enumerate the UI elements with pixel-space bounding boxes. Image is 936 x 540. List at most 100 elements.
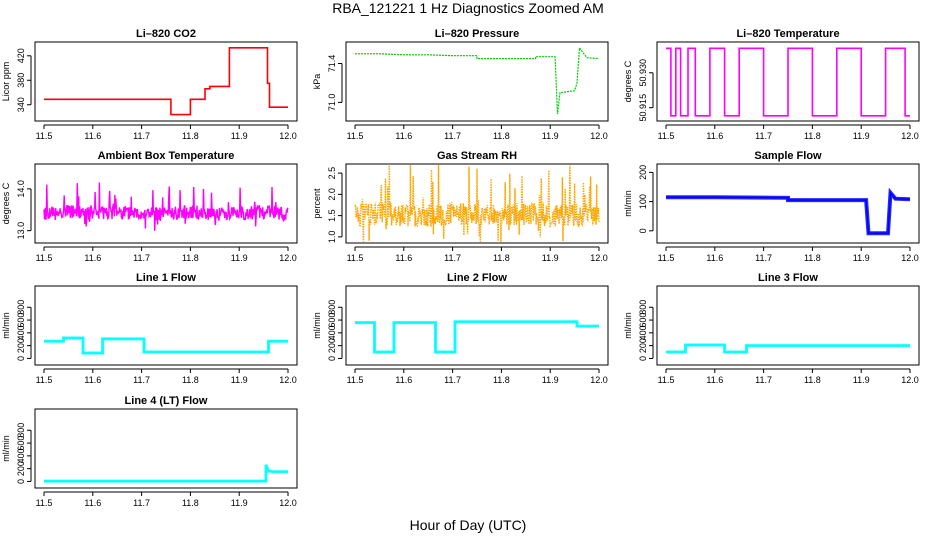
y-tick-label: 400	[638, 325, 648, 340]
x-tick-label: 11.5	[658, 253, 675, 263]
x-tick-label: 11.6	[395, 253, 412, 263]
y-axis-label: degrees C	[623, 60, 633, 102]
y-tick-label: 400	[16, 325, 26, 340]
plot-frame	[656, 163, 920, 244]
x-tick-label: 11.5	[658, 131, 675, 141]
x-tick-label: 12.0	[279, 131, 297, 141]
y-tick-label: 200	[327, 338, 337, 353]
series-line-1	[355, 320, 599, 353]
x-tick-label: 11.8	[182, 253, 199, 263]
y-tick-label: 600	[638, 313, 648, 328]
panel-title: Line 2 Flow	[447, 272, 507, 284]
y-tick-label: 100	[638, 194, 648, 209]
x-tick-label: 12.0	[279, 375, 297, 385]
plot-frame	[34, 41, 298, 122]
series-band-1	[666, 187, 911, 236]
x-tick-label: 11.8	[493, 253, 510, 263]
x-tick-label: 11.6	[706, 131, 723, 141]
plot-frame	[34, 163, 298, 244]
x-tick-label: 11.5	[658, 375, 675, 385]
x-tick-label: 11.9	[542, 253, 559, 263]
panel-title: Line 4 (LT) Flow	[125, 395, 208, 407]
panel-title: Sample Flow	[754, 150, 822, 162]
y-tick-label: 50.930	[638, 59, 648, 87]
x-tick-label: 11.9	[231, 375, 248, 385]
x-tick-label: 11.8	[493, 131, 510, 141]
plot-frame	[345, 163, 609, 244]
y-tick-label: 0	[16, 356, 26, 361]
series-band-1	[666, 343, 910, 354]
y-axis-label: ml/min	[1, 435, 11, 462]
panel-1: Li–820 CO2 Licor ppm 11.5 11.6 11.7 11.8 11.9 1…	[1, 28, 298, 141]
panel-10: Line 4 (LT) Flow ml/min 11.5 11.6 11.7 11.8 11…	[1, 395, 298, 508]
y-tick-label: 600	[16, 313, 26, 328]
panel-title: Line 3 Flow	[758, 272, 818, 284]
y-tick-label: 2.5	[327, 167, 337, 180]
x-tick-label: 12.0	[590, 253, 608, 263]
x-tick-label: 11.9	[542, 375, 559, 385]
x-tick-label: 11.8	[182, 375, 199, 385]
x-tick-label: 11.7	[444, 375, 461, 385]
y-tick-label: 14.0	[16, 180, 26, 198]
x-tick-label: 11.5	[36, 253, 53, 263]
x-tick-label: 11.7	[755, 253, 772, 263]
y-tick-label: 0	[638, 356, 648, 361]
y-tick-label: 200	[16, 461, 26, 476]
panel-title: Ambient Box Temperature	[98, 150, 235, 162]
y-tick-label: 200	[638, 165, 648, 180]
x-tick-label: 11.9	[231, 131, 248, 141]
x-tick-label: 11.5	[347, 253, 364, 263]
y-tick-label: 800	[16, 300, 26, 315]
y-axis-label: ml/min	[623, 190, 633, 217]
x-tick-label: 11.7	[133, 131, 150, 141]
y-axis-label: ml/min	[1, 312, 11, 339]
x-tick-label: 11.6	[395, 375, 412, 385]
panel-title: Line 1 Flow	[136, 272, 196, 284]
x-tick-label: 11.8	[804, 253, 821, 263]
plot-frame	[656, 285, 920, 366]
x-tick-label: 11.8	[804, 375, 821, 385]
x-tick-label: 12.0	[590, 375, 608, 385]
x-tick-label: 12.0	[901, 131, 919, 141]
series-line-1	[666, 47, 910, 117]
series-band-1	[44, 464, 288, 483]
x-tick-label: 11.7	[133, 498, 150, 508]
x-tick-label: 11.9	[542, 131, 559, 141]
y-tick-label: 400	[327, 325, 337, 340]
y-axis-label: kPa	[312, 74, 322, 90]
y-tick-label: 13.0	[16, 222, 26, 240]
x-tick-label: 11.8	[493, 375, 510, 385]
x-tick-label: 11.9	[231, 498, 248, 508]
y-tick-label: 600	[327, 313, 337, 328]
x-tick-label: 11.7	[444, 131, 461, 141]
panel-9: Line 3 Flow ml/min 11.5 11.6 11.7 11.8 11.9 12.…	[623, 272, 920, 385]
y-tick-label: 380	[16, 73, 26, 88]
x-tick-label: 11.7	[755, 375, 772, 385]
figure-title: RBA_121221 1 Hz Diagnostics Zoomed AM	[332, 0, 604, 16]
y-tick-label: 71.0	[327, 94, 337, 112]
x-tick-label: 11.8	[182, 498, 199, 508]
x-tick-label: 11.7	[755, 131, 772, 141]
x-tick-label: 11.5	[36, 131, 53, 141]
y-tick-label: 400	[16, 448, 26, 463]
series-line-1	[355, 46, 600, 115]
x-axis-title: Hour of Day (UTC)	[409, 517, 527, 533]
x-tick-label: 11.6	[84, 253, 101, 263]
series-line-1	[44, 464, 288, 482]
y-tick-label: 420	[16, 48, 26, 63]
panel-5: Gas Stream RH percent 11.5 11.6 11.7 11.8 11.9…	[312, 150, 609, 263]
x-tick-label: 11.6	[706, 253, 723, 263]
plot-frame	[656, 41, 920, 122]
y-axis-label: Licor ppm	[1, 62, 11, 102]
y-tick-label: 0	[16, 479, 26, 484]
panel-6: Sample Flow ml/min 11.5 11.6 11.7 11.8 11.9 12.…	[623, 150, 920, 263]
panel-7: Line 1 Flow ml/min 11.5 11.6 11.7 11.8 11.9 12.…	[1, 272, 298, 385]
x-tick-label: 11.8	[182, 131, 199, 141]
panel-4: Ambient Box Temperature degrees C 11.5 11.6…	[1, 150, 298, 263]
x-tick-label: 11.8	[804, 131, 821, 141]
y-tick-label: 0	[638, 228, 648, 233]
series-line-1	[43, 182, 289, 231]
x-tick-label: 12.0	[279, 498, 297, 508]
series-band-1	[44, 336, 288, 355]
